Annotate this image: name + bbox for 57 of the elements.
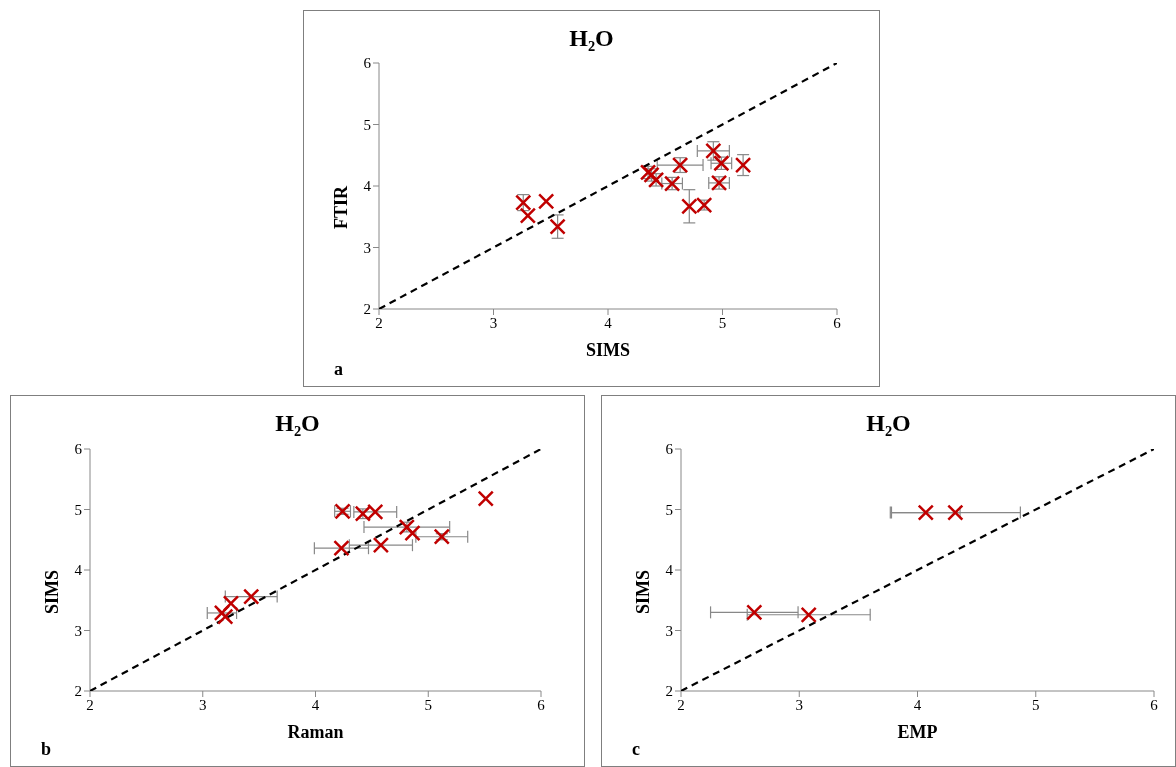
y-tick-label: 4 [74,562,83,579]
x-tick-label: 3 [199,696,207,713]
x-tick-label: 3 [489,314,498,331]
y-tick-label: 3 [363,239,371,256]
y-tick-label: 4 [363,178,372,195]
point [549,218,566,235]
point [477,490,494,507]
point [917,504,935,521]
point [217,608,234,625]
x-axis-title: Raman [287,721,344,742]
y-tick-label: 2 [74,683,82,700]
x-tick-label: 4 [311,696,320,713]
x-tick-label: 6 [1150,696,1159,713]
y-axis-title: SIMS [633,570,654,615]
point [242,588,260,605]
point [333,539,350,557]
point [222,595,240,612]
point [404,524,421,542]
chart-title: H₂O [275,410,320,436]
x-axis-title: SIMS [585,339,631,360]
y-tick-label: 2 [665,683,673,700]
point [537,193,555,210]
x-tick-label: 4 [913,696,922,713]
x-tick-label: 5 [1032,696,1040,713]
point [519,207,537,224]
x-tick-label: 5 [424,696,432,713]
text: a [334,359,343,380]
chart-title: H₂O [569,25,614,51]
text: c [632,739,640,760]
x-tick-label: 4 [604,314,613,331]
x-tick-label: 3 [795,696,803,713]
point [947,504,964,521]
x-tick-label: 6 [833,314,842,331]
x-tick-label: 5 [718,314,727,331]
y-tick-label: 3 [74,622,82,639]
y-axis-title: FTIR [331,185,352,230]
x-axis-title: EMP [897,721,938,742]
x-tick-label: 6 [537,696,546,713]
point [372,536,390,554]
point [213,604,231,622]
chart-title: H₂O [866,410,911,436]
y-tick-label: 2 [363,301,371,318]
y-tick-label: 6 [363,55,372,72]
x-tick-label: 2 [86,696,94,713]
y-tick-label: 4 [665,562,674,579]
y-tick-label: 6 [665,441,674,458]
y-tick-label: 5 [665,501,673,518]
y-axis-title: SIMS [42,570,63,615]
y-tick-label: 5 [363,116,371,133]
y-tick-label: 3 [665,622,673,639]
x-tick-label: 2 [375,314,383,331]
x-tick-label: 2 [677,696,685,713]
point [800,606,817,624]
point [746,604,763,621]
text: b [41,739,52,760]
y-tick-label: 5 [74,501,82,518]
y-tick-label: 6 [74,441,83,458]
